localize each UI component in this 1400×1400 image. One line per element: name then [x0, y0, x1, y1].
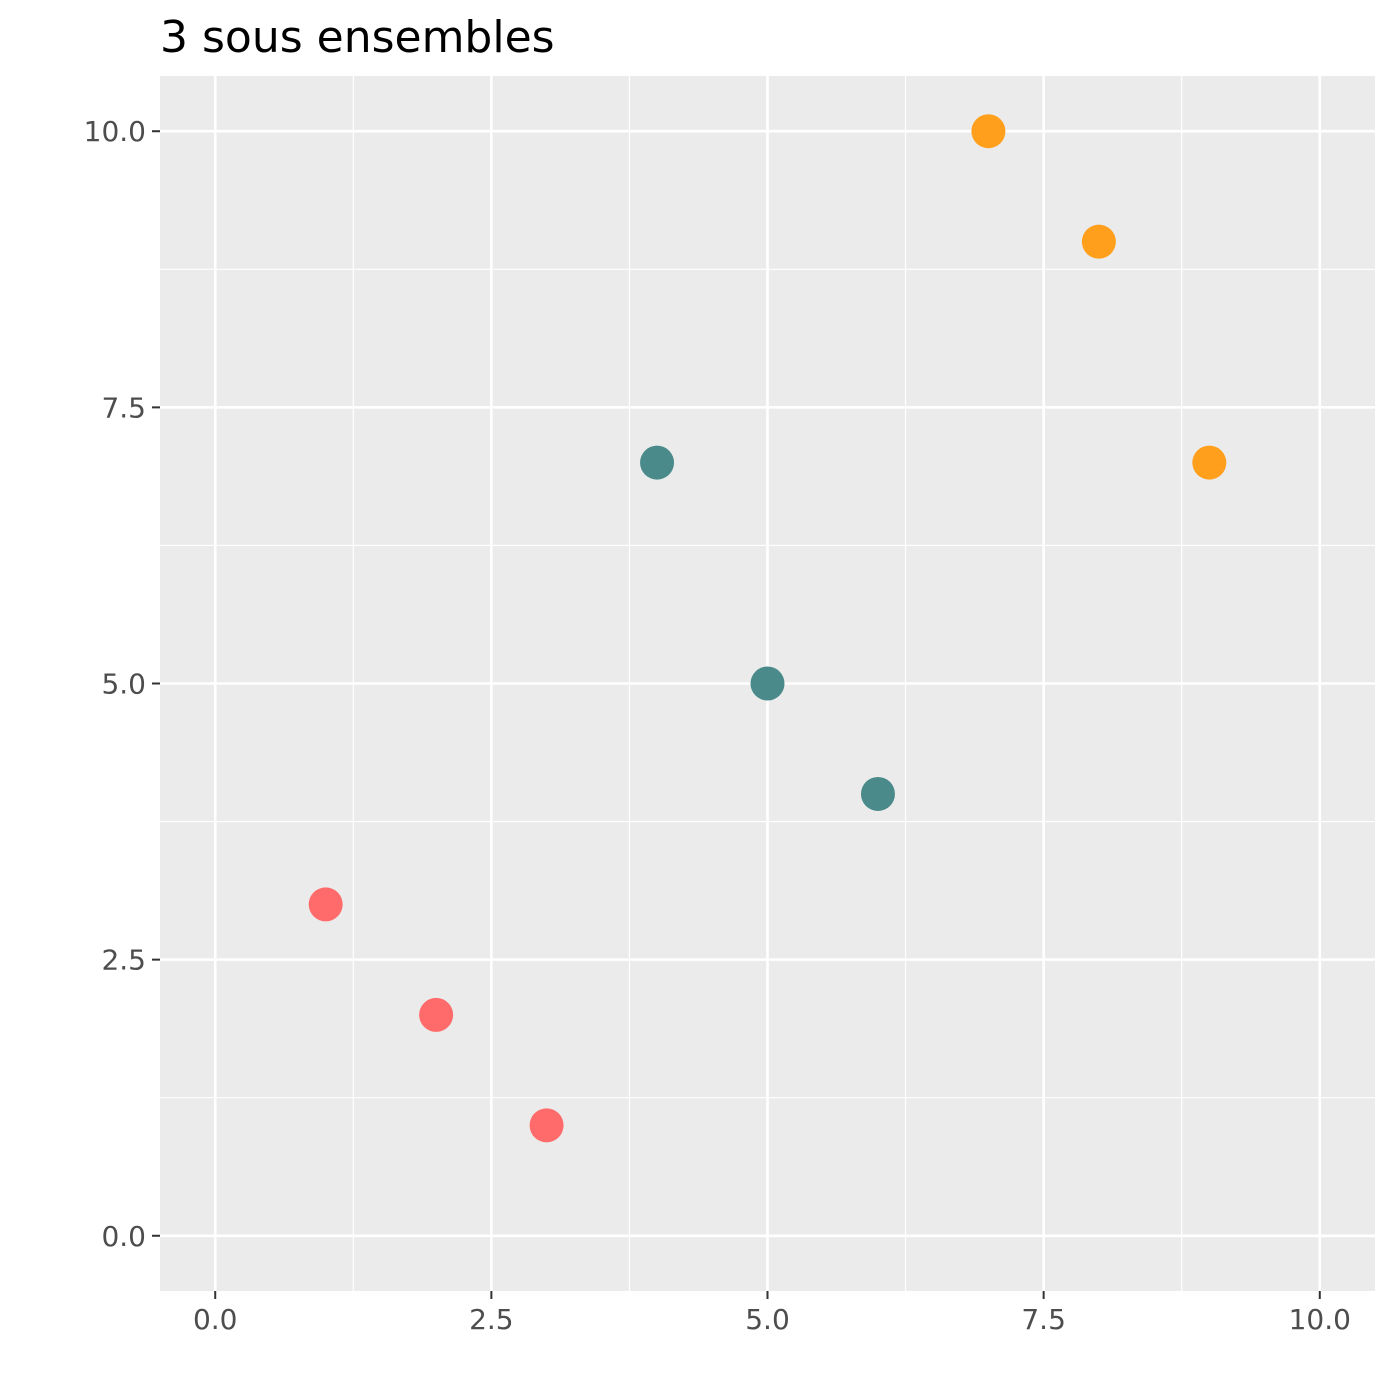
- x-tick-label: 2.5: [469, 1303, 514, 1336]
- data-point: [308, 887, 343, 922]
- y-tick-label: 0.0: [101, 1220, 146, 1253]
- data-point: [1081, 224, 1116, 259]
- data-point: [860, 776, 895, 811]
- data-point: [971, 114, 1006, 149]
- data-point: [1192, 445, 1227, 480]
- y-tick-label: 2.5: [101, 944, 146, 977]
- x-tick-label: 0.0: [193, 1303, 238, 1336]
- data-point: [529, 1108, 564, 1143]
- y-tick-label: 10.0: [84, 115, 146, 148]
- x-tick-label: 7.5: [1021, 1303, 1066, 1336]
- chart-title: 3 sous ensembles: [160, 12, 555, 63]
- x-tick-label: 5.0: [745, 1303, 790, 1336]
- x-tick-label: 10.0: [1289, 1303, 1351, 1336]
- y-tick-label: 5.0: [101, 668, 146, 701]
- data-point: [750, 666, 785, 701]
- y-axis: 0.0 2.5 5.0 7.5 10.0: [84, 115, 160, 1253]
- x-axis: 0.0 2.5 5.0 7.5 10.0: [193, 1291, 1351, 1336]
- data-point: [419, 997, 454, 1032]
- y-tick-label: 7.5: [101, 391, 146, 424]
- data-point: [640, 445, 675, 480]
- data-points: [308, 114, 1227, 1143]
